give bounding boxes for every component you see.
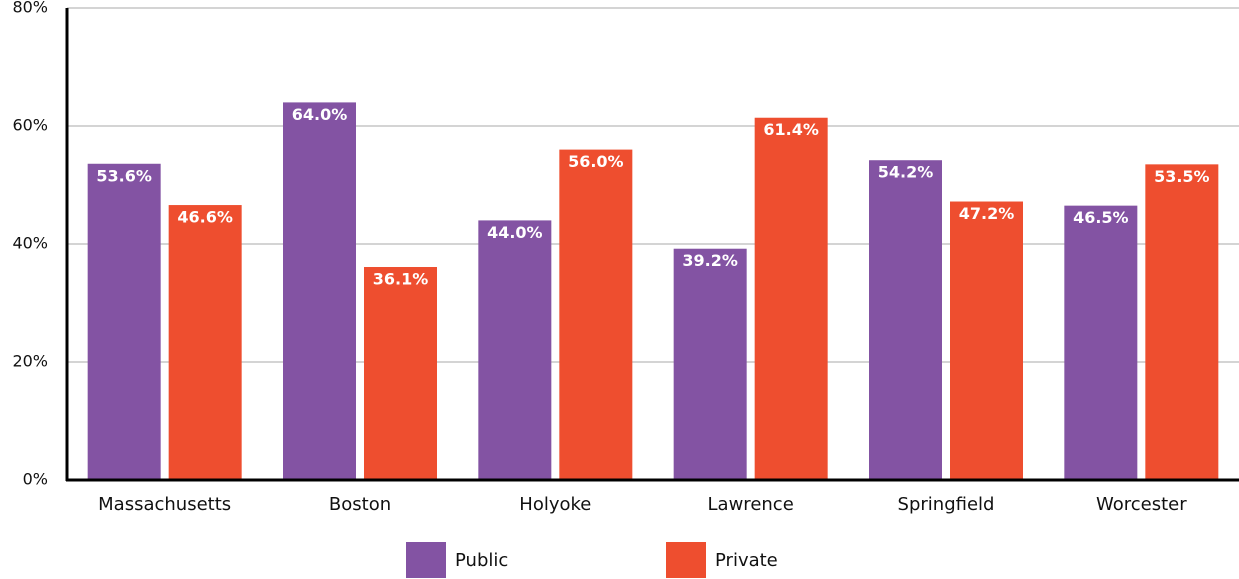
x-tick-label: Boston [329, 494, 391, 515]
x-tick-label: Holyoke [519, 494, 591, 515]
value-label: 53.5% [1154, 167, 1210, 186]
legend-label: Private [715, 550, 778, 571]
x-tick-label: Springfield [898, 494, 995, 515]
bar [87, 163, 161, 480]
value-label: 46.6% [177, 208, 233, 227]
value-label: 47.2% [959, 204, 1015, 223]
y-tick-label: 80% [12, 0, 48, 17]
value-label: 53.6% [96, 166, 152, 185]
bar [754, 117, 828, 481]
y-tick-label: 60% [12, 116, 48, 135]
legend-swatch [666, 542, 706, 578]
value-label: 64.0% [292, 105, 348, 124]
y-tick-label: 0% [23, 470, 48, 489]
value-label: 54.2% [878, 163, 934, 182]
value-label: 44.0% [487, 223, 543, 242]
bar [950, 201, 1023, 480]
x-tick-label: Worcester [1096, 494, 1187, 515]
x-tick-label: Massachusetts [98, 494, 231, 515]
legend-label: Public [455, 550, 508, 571]
legend-swatch [406, 542, 446, 578]
value-label: 36.1% [373, 270, 429, 289]
y-tick-label: 40% [12, 234, 48, 253]
value-label: 56.0% [568, 152, 624, 171]
bar [168, 205, 242, 480]
bar [364, 267, 437, 480]
x-tick-label: Lawrence [708, 494, 794, 515]
bar [673, 248, 747, 480]
bar [283, 102, 356, 481]
bar [1064, 205, 1138, 480]
bar [559, 149, 633, 480]
bar [869, 160, 942, 480]
y-tick-label: 20% [12, 352, 48, 371]
value-label: 61.4% [763, 120, 819, 139]
value-label: 46.5% [1073, 208, 1129, 227]
value-label: 39.2% [682, 251, 738, 270]
bar [478, 220, 552, 480]
bar [1145, 164, 1219, 480]
